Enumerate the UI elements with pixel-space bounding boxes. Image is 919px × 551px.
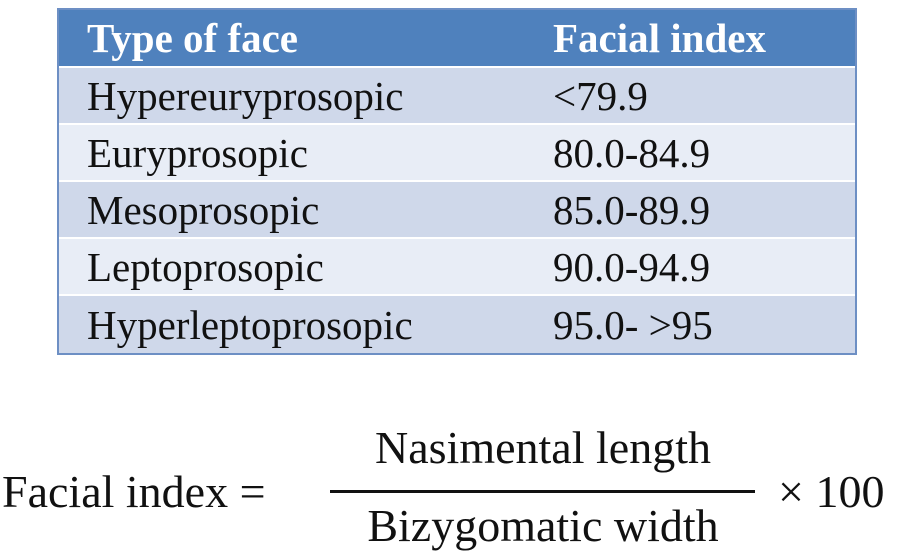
table-row: Hypereuryprosopic <79.9 [59, 68, 855, 125]
formula-denominator: Bizygomatic width [367, 500, 719, 551]
table-row: Euryprosopic 80.0-84.9 [59, 125, 855, 182]
header-cell: Facial index [553, 15, 766, 61]
formula-multiplier: × 100 [778, 466, 885, 517]
header-cell: Type of face [87, 15, 299, 61]
fraction-bar [330, 490, 755, 493]
table-cell: Leptoprosopic [87, 243, 324, 290]
table-row: Mesoprosopic 85.0-89.9 [59, 182, 855, 239]
table-cell: Euryprosopic [87, 129, 308, 176]
table-row: Leptoprosopic 90.0-94.9 [59, 239, 855, 296]
table-row: Hyperleptoprosopic 95.0- >95 [59, 296, 855, 353]
formula-numerator: Nasimental length [375, 422, 711, 473]
table-cell: <79.9 [553, 72, 648, 119]
table-cell: Hypereuryprosopic [87, 72, 404, 119]
header-row: Type of face Facial index [59, 10, 855, 68]
table-cell: 85.0-89.9 [553, 186, 711, 233]
table-cell: 80.0-84.9 [553, 129, 711, 176]
table-cell: 95.0- >95 [553, 301, 713, 348]
table-cell: Mesoprosopic [87, 186, 320, 233]
table-cell: Hyperleptoprosopic [87, 301, 413, 348]
table-cell: 90.0-94.9 [553, 243, 711, 290]
face-type-table: Type of face Facial index Hypereuryprosopi… [57, 8, 857, 355]
formula-left: Facial index = [2, 466, 266, 517]
